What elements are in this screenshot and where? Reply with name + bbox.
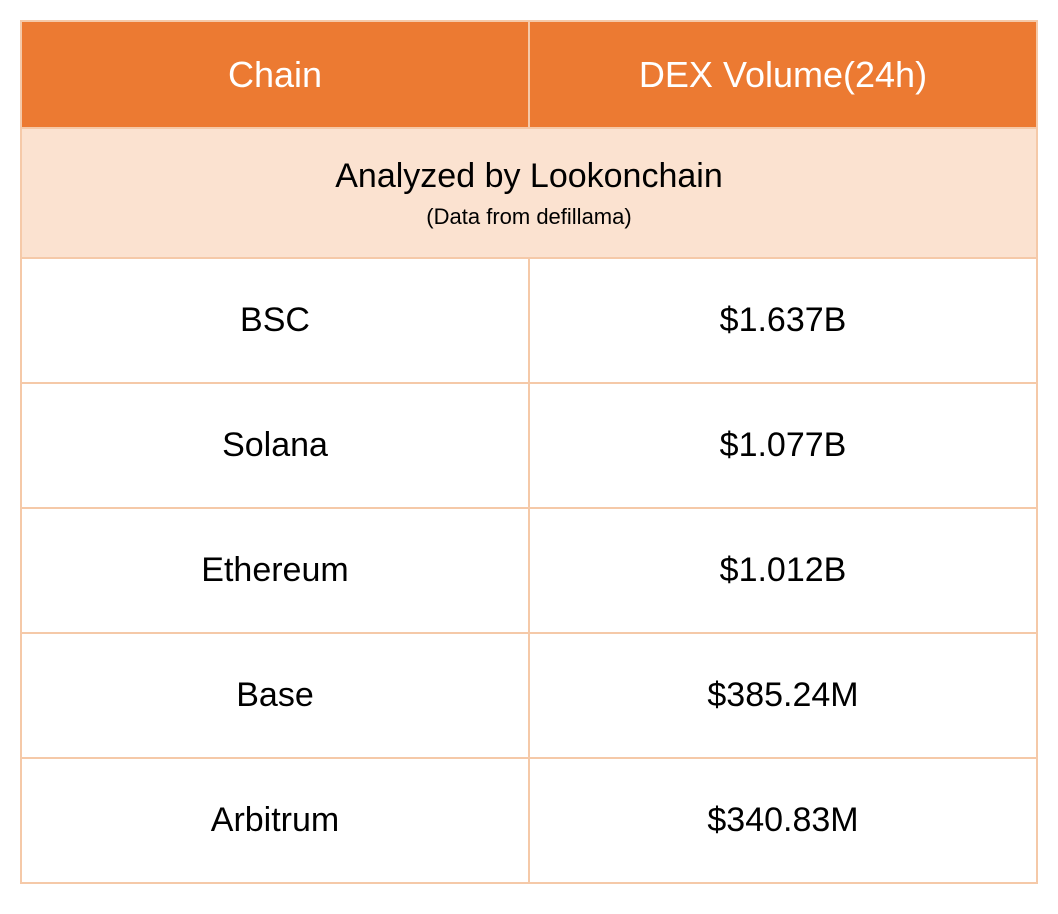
- table-header: Chain DEX Volume(24h): [22, 22, 1036, 127]
- table-row: Base $385.24M: [22, 632, 1036, 757]
- cell-chain: Solana: [22, 384, 530, 507]
- table-row: Ethereum $1.012B: [22, 507, 1036, 632]
- cell-chain: Base: [22, 634, 530, 757]
- header-chain: Chain: [22, 22, 530, 127]
- cell-volume: $340.83M: [530, 759, 1036, 882]
- dex-volume-table: Chain DEX Volume(24h) Analyzed by Lookon…: [20, 20, 1038, 884]
- table-row: BSC $1.637B: [22, 257, 1036, 382]
- table-row: Solana $1.077B: [22, 382, 1036, 507]
- cell-chain: Arbitrum: [22, 759, 530, 882]
- cell-volume: $1.077B: [530, 384, 1036, 507]
- cell-volume: $1.637B: [530, 259, 1036, 382]
- cell-chain: BSC: [22, 259, 530, 382]
- cell-chain: Ethereum: [22, 509, 530, 632]
- info-title: Analyzed by Lookonchain: [335, 157, 723, 196]
- table-row: Arbitrum $340.83M: [22, 757, 1036, 882]
- cell-volume: $1.012B: [530, 509, 1036, 632]
- header-volume: DEX Volume(24h): [530, 22, 1036, 127]
- table-info-row: Analyzed by Lookonchain (Data from defil…: [22, 127, 1036, 257]
- cell-volume: $385.24M: [530, 634, 1036, 757]
- info-subtitle: (Data from defillama): [426, 204, 631, 230]
